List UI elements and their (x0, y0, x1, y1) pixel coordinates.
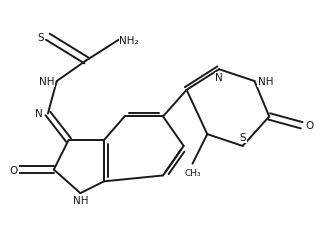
Text: NH: NH (73, 195, 88, 205)
Text: O: O (10, 165, 18, 175)
Text: NH₂: NH₂ (119, 36, 139, 45)
Text: NH: NH (39, 77, 54, 87)
Text: S: S (37, 33, 44, 43)
Text: S: S (239, 133, 246, 142)
Text: NH: NH (258, 77, 274, 87)
Text: CH₃: CH₃ (184, 168, 201, 177)
Text: N: N (35, 109, 43, 119)
Text: O: O (305, 121, 313, 131)
Text: N: N (215, 73, 223, 83)
